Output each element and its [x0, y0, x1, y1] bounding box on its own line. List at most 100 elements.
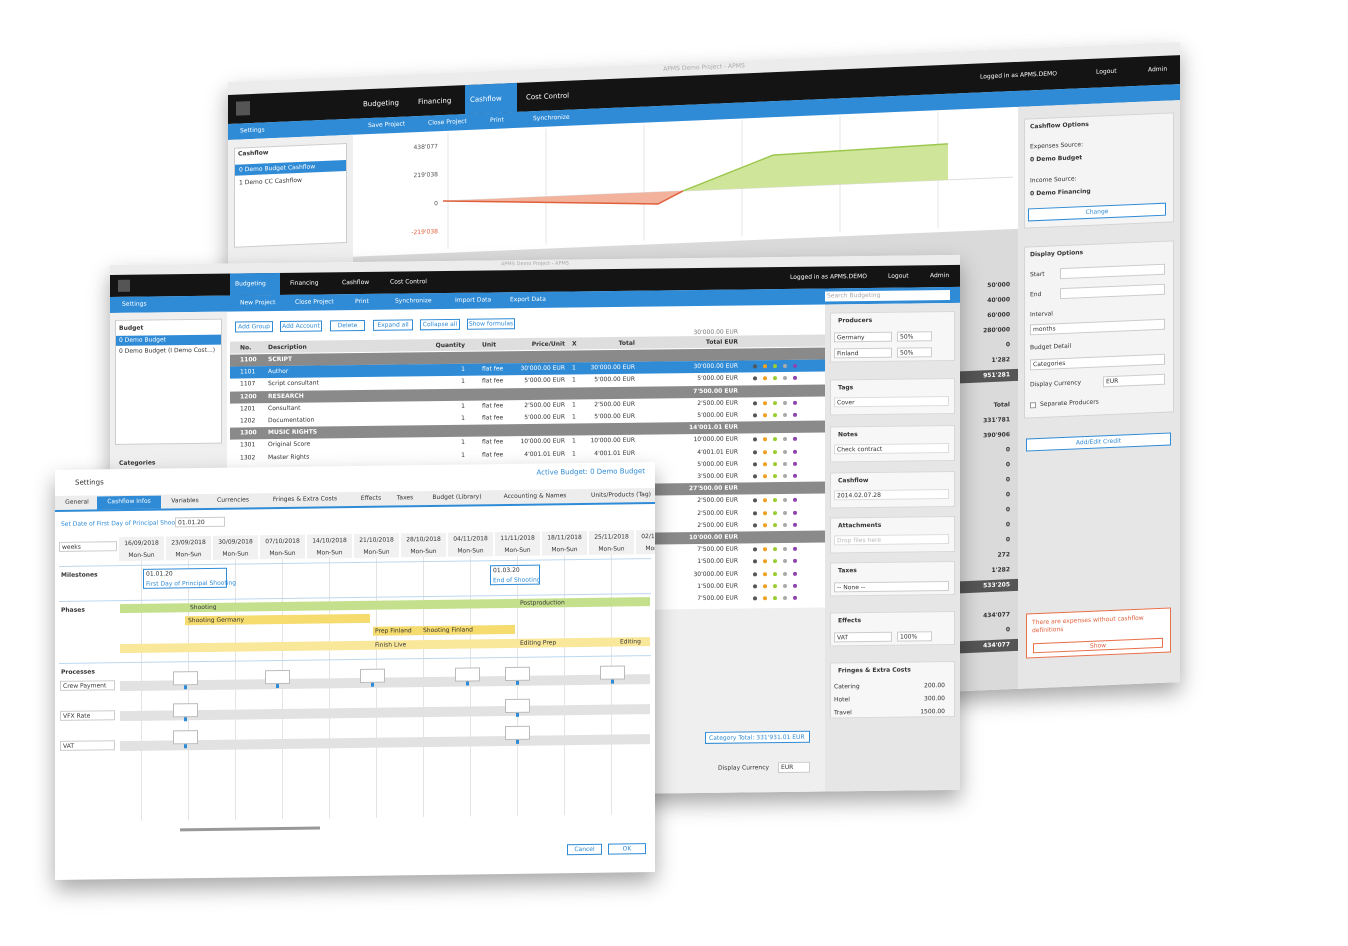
day-range: Mon-Sun — [410, 547, 437, 556]
day-range: Mon-Sun — [598, 545, 625, 553]
settings-tab[interactable]: Budget (Library) — [432, 493, 482, 501]
ok-button[interactable]: OK — [608, 843, 646, 855]
day-range: Mon-Sun — [363, 548, 390, 556]
toolbar-button[interactable]: Export Data — [510, 295, 546, 304]
action-button[interactable]: Add Group — [235, 321, 273, 333]
process-marker — [360, 668, 385, 683]
field-input[interactable]: Drop files here — [834, 534, 949, 546]
row-icon — [753, 571, 757, 576]
table-cell: 10'000.00 EUR — [688, 533, 738, 542]
section-label: Processes — [61, 668, 95, 676]
field-input[interactable]: Cover — [834, 396, 949, 408]
row-icon — [753, 498, 757, 503]
share-input[interactable]: 50% — [897, 331, 932, 342]
checkbox[interactable] — [1030, 402, 1036, 409]
row-icon — [773, 559, 777, 564]
toolbar-button[interactable]: New Project — [240, 299, 276, 307]
table-cell: 2'500.00 EUR — [524, 401, 565, 409]
settings-tab[interactable]: Units/Products (Tag) — [590, 491, 651, 499]
share-input[interactable]: 50% — [897, 347, 932, 358]
fringe-label: Travel — [834, 709, 852, 717]
process-marker — [265, 669, 290, 685]
list-item[interactable]: 0 Demo Budget (I Demo Cost...) — [119, 346, 216, 355]
action-button[interactable]: Add Account — [280, 320, 322, 332]
toolbar-button[interactable]: Print — [490, 116, 504, 125]
table-cell: 4'001.01 EUR — [697, 448, 738, 456]
day-range: Mon-Sun — [269, 549, 296, 558]
admin-link[interactable]: Admin — [1148, 65, 1168, 74]
row-icon — [793, 400, 797, 405]
table-cell: 27'500.00 EUR — [688, 484, 738, 493]
table-cell: 1 — [461, 439, 465, 447]
settings-tab[interactable]: General — [65, 498, 89, 506]
date-header: 04/11/2018 — [453, 535, 488, 543]
row-icon — [793, 449, 797, 454]
effect-select[interactable]: VAT — [834, 631, 892, 643]
toolbar-button[interactable]: Print — [355, 297, 369, 306]
settings-tab[interactable]: Fringes & Extra Costs — [272, 495, 338, 504]
list-item[interactable]: 0 Demo Budget — [119, 336, 167, 344]
admin-link[interactable]: Admin — [930, 272, 950, 280]
settings-tab[interactable]: Accounting & Names — [503, 492, 567, 501]
row-icon — [793, 437, 797, 442]
table-cell: 30'000.00 EUR — [693, 362, 738, 371]
toolbar-button[interactable]: Close Project — [295, 298, 334, 306]
currency-select[interactable]: EUR — [778, 761, 810, 774]
date-input[interactable]: 01.01.20 — [175, 516, 225, 528]
menu-tab[interactable]: Cost Control — [390, 278, 427, 286]
row-icon — [773, 498, 777, 503]
action-button[interactable]: Show formulas — [467, 318, 515, 330]
row-icon — [773, 596, 777, 601]
action-button[interactable]: Delete — [330, 319, 365, 332]
section-title: Effects — [838, 617, 862, 625]
field-input[interactable]: 2014.02.07.28 — [834, 489, 949, 501]
process-select[interactable]: VAT — [60, 740, 115, 751]
menu-tab[interactable]: Financing — [290, 279, 319, 287]
date-header: 18/11/2018 — [547, 534, 582, 542]
field-input[interactable]: Check contract — [834, 443, 949, 455]
row-icon — [773, 413, 777, 418]
phase-label: Shooting Finland — [423, 626, 473, 635]
process-select[interactable]: VFX Rate — [60, 710, 115, 721]
date-header: 07/10/2018 — [265, 537, 300, 546]
settings-tab[interactable]: Effects — [360, 494, 382, 502]
row-icon — [753, 510, 757, 515]
row-icon — [753, 376, 757, 381]
settings-tab[interactable]: Variables — [171, 497, 199, 505]
cancel-button[interactable]: Cancel — [567, 843, 602, 856]
list-title: Budget — [119, 324, 144, 332]
toolbar-button[interactable]: Synchronize — [395, 297, 432, 305]
process-select[interactable]: Crew Payment — [60, 680, 115, 691]
table-cell: 7'500.00 EUR — [693, 387, 738, 395]
row-icon — [763, 413, 767, 418]
menu-tab[interactable]: Financing — [418, 96, 452, 107]
action-button[interactable]: Collapse all — [420, 318, 460, 331]
logout-link[interactable]: Logout — [888, 272, 909, 280]
settings-tab[interactable]: Currencies — [217, 496, 249, 504]
producer-select[interactable]: Germany — [834, 331, 892, 343]
table-cell: 1300 — [240, 429, 257, 437]
interval-select[interactable]: weeks — [59, 541, 117, 552]
action-button[interactable]: Expand all — [373, 319, 413, 331]
toolbar-button[interactable]: Import Data — [455, 296, 492, 304]
row-icon — [773, 376, 777, 381]
toolbar-button[interactable]: Settings — [122, 300, 147, 308]
table-cell: 5'000.00 EUR — [697, 374, 738, 383]
tax-select[interactable]: -- None -- — [834, 581, 949, 593]
producer-select[interactable]: Finland — [834, 347, 892, 359]
toolbar-button[interactable]: Settings — [240, 126, 265, 135]
logout-link[interactable]: Logout — [1096, 67, 1117, 76]
row-icon — [763, 474, 767, 479]
list-title: Cashflow — [238, 149, 269, 158]
menu-tab[interactable]: Cashflow — [342, 278, 370, 287]
table-cell: 1'500.00 EUR — [697, 582, 738, 590]
row-icon — [793, 412, 797, 417]
settings-tab[interactable]: Cashflow Infos — [97, 495, 161, 510]
row-icon — [793, 461, 797, 466]
menu-tab[interactable]: Cashflow — [470, 94, 502, 104]
row-icon — [753, 474, 757, 479]
menu-tab[interactable]: Budgeting — [235, 280, 266, 288]
search-box[interactable]: Search Budgeting — [825, 290, 950, 302]
effect-input[interactable]: 100% — [897, 631, 932, 642]
settings-tab[interactable]: Taxes — [396, 494, 414, 502]
